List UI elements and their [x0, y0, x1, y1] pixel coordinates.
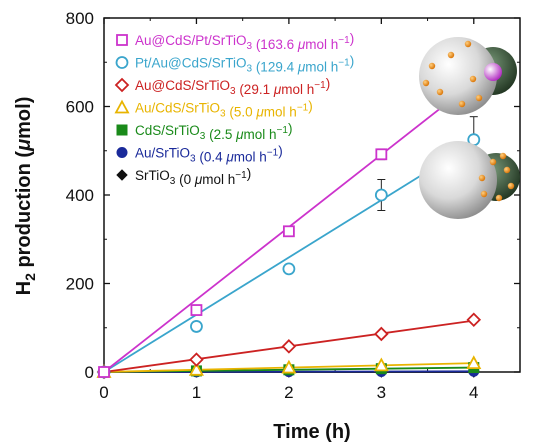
- pt-particle: [503, 166, 511, 174]
- y-axis-title: H2 production (μmol): [13, 97, 38, 296]
- y-tick-label: 600: [66, 98, 94, 117]
- pt-particle: [495, 194, 503, 202]
- pt-particle: [428, 62, 436, 70]
- data-point: [281, 339, 297, 354]
- pt-particle: [447, 51, 455, 59]
- y-tick-label: 400: [66, 186, 94, 205]
- pt-particle: [489, 158, 497, 166]
- data-point: [282, 225, 295, 238]
- data-point: [282, 262, 296, 276]
- y-tick-label: 0: [85, 363, 94, 382]
- legend-entry: Au/SrTiO3 (0.4 μmol h−1): [135, 144, 283, 165]
- x-tick-label: 0: [99, 383, 108, 402]
- y-tick-label: 200: [66, 275, 94, 294]
- legend-marker: [115, 56, 129, 69]
- x-tick-label: 2: [284, 383, 293, 402]
- data-markers: [96, 71, 482, 380]
- legend-marker: [116, 124, 128, 136]
- pt-particle: [507, 182, 515, 190]
- y-tick-label: 800: [66, 9, 94, 28]
- data-point: [281, 359, 297, 374]
- legend-marker: [116, 147, 128, 158]
- data-point: [466, 355, 482, 370]
- pt-particle: [475, 94, 483, 102]
- axis-group: 0 1 2 3 4 0 200 400 600 800: [66, 9, 520, 402]
- legend-marker: [116, 34, 128, 46]
- legend-entry: Au/CdS/SrTiO3 (5.0 μmol h−1): [135, 99, 313, 120]
- x-tick-label: 4: [469, 383, 478, 402]
- data-point: [466, 312, 482, 328]
- fit-line: [103, 142, 475, 373]
- legend-entry: CdS/SrTiO3 (2.5 μmol h−1): [135, 121, 292, 142]
- srtio3-sphere-bottom: [419, 141, 497, 219]
- legend-entry: Au@CdS/Pt/SrTiO3 (163.6 μmol h−1): [135, 31, 354, 52]
- legend-entry: SrTiO3 (0 μmol h−1): [135, 166, 251, 187]
- pt-particle: [436, 88, 444, 96]
- data-point: [190, 320, 203, 333]
- pt-particle: [469, 75, 477, 83]
- data-point: [190, 304, 203, 316]
- x-axis-title: Time (h): [273, 421, 350, 443]
- legend-entry: Pt/Au@CdS/SrTiO3 (129.4 μmol h−1): [135, 54, 354, 75]
- data-point: [374, 188, 388, 202]
- legend: Au@CdS/Pt/SrTiO3 (163.6 μmol h−1)Pt/Au@C…: [114, 31, 354, 187]
- au-core-sphere-top: [484, 63, 502, 81]
- legend-marker: [116, 169, 128, 181]
- legend-marker: [114, 77, 130, 93]
- data-point: [375, 148, 388, 161]
- pt-particle: [478, 174, 486, 182]
- data-point: [374, 326, 389, 342]
- particle-illustration-bottom: [419, 141, 520, 219]
- data-point: [98, 366, 110, 378]
- pt-particle: [422, 79, 430, 87]
- pt-particle: [464, 40, 472, 48]
- x-tick-label: 1: [192, 383, 201, 402]
- data-point: [373, 357, 389, 372]
- pt-particle: [480, 190, 488, 198]
- pt-particle: [458, 100, 466, 108]
- particle-illustration-top: [419, 37, 517, 115]
- legend-entry: Au@CdS/SrTiO3 (29.1 μmol h−1): [135, 76, 330, 97]
- data-point: [188, 361, 204, 376]
- x-tick-label: 3: [377, 383, 386, 402]
- pt-particle: [499, 152, 507, 160]
- legend-marker: [114, 99, 130, 114]
- data-point: [189, 352, 204, 367]
